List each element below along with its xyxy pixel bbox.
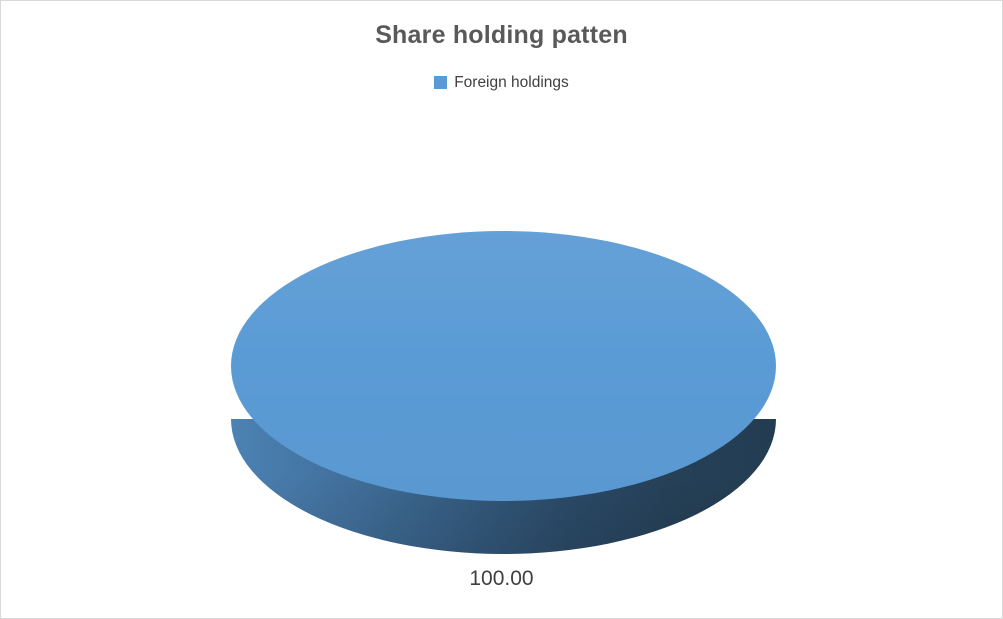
pie-slice-data-label: 100.00 [469, 567, 534, 590]
pie-chart-graphic [231, 231, 776, 554]
legend-item-foreign-holdings[interactable]: Foreign holdings [434, 75, 569, 91]
legend-square-marker-icon [434, 76, 448, 90]
chart-legend: Foreign holdings [1, 75, 1002, 91]
chart-title: Share holding patten [375, 21, 628, 49]
pie-slice-foreign-holdings[interactable] [231, 231, 776, 501]
legend-item-label: Foreign holdings [454, 74, 569, 91]
